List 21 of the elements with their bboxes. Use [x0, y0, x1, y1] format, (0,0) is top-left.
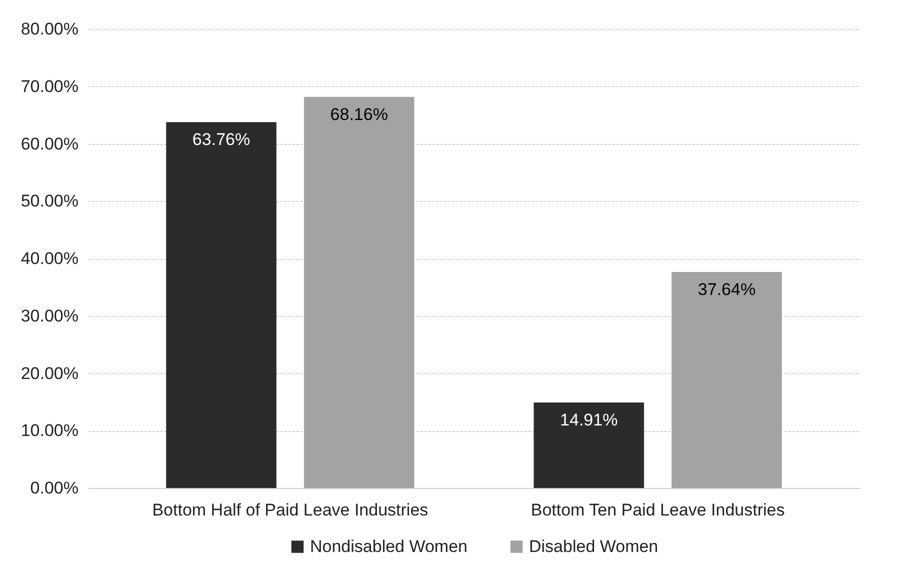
legend-label: Nondisabled Women	[310, 536, 468, 556]
data-label: 68.16%	[330, 104, 388, 124]
y-tick-label: 60.00%	[20, 134, 78, 154]
bar	[166, 122, 276, 488]
data-label: 63.76%	[192, 130, 250, 150]
y-tick-label: 10.00%	[20, 421, 78, 440]
x-tick-label: Bottom Half of Paid Leave Industries	[152, 500, 428, 520]
y-tick-label: 0.00%	[30, 478, 78, 498]
data-label: 37.64%	[698, 280, 756, 300]
y-tick-label: 20.00%	[20, 364, 78, 383]
y-tick-label: 50.00%	[20, 192, 78, 211]
y-tick-label: 70.00%	[20, 76, 78, 96]
y-tick-label: 80.00%	[20, 20, 78, 38]
data-label: 14.91%	[560, 410, 618, 430]
legend-label: Disabled Women	[529, 536, 658, 556]
bar	[672, 272, 782, 488]
bar	[304, 96, 414, 488]
x-tick-label: Bottom Ten Paid Leave Industries	[530, 500, 785, 520]
y-tick-label: 40.00%	[20, 249, 78, 268]
bar	[534, 402, 644, 488]
y-tick-label: 30.00%	[20, 306, 78, 326]
